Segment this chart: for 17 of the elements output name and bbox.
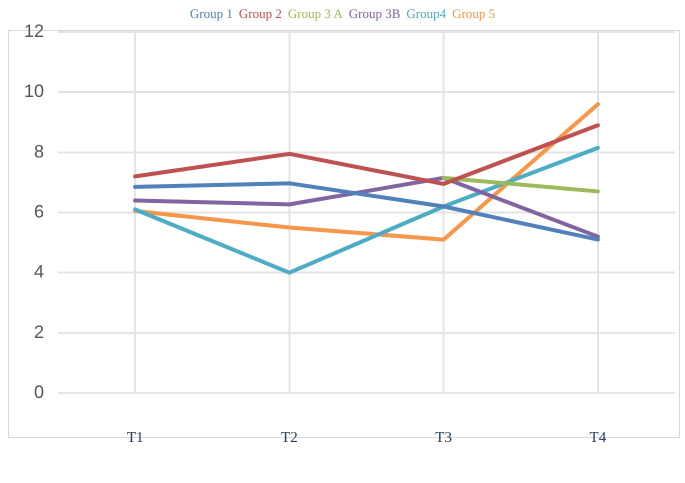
text: Group 5 — [452, 6, 496, 22]
y-tick-label: 4 — [34, 262, 44, 282]
y-tick-label: 10 — [24, 81, 44, 102]
y-tick-label: 2 — [34, 322, 44, 342]
y-tick-label: 8 — [34, 141, 44, 162]
text: Group 2 — [238, 6, 282, 22]
x-tick-label: T4 — [590, 430, 607, 446]
x-tick-label: T1 — [126, 430, 144, 446]
x-tick-label: T3 — [435, 430, 452, 446]
text: Group 3B — [348, 6, 400, 22]
y-tick-label: 12 — [24, 20, 44, 41]
y-tick-label: 6 — [34, 201, 44, 222]
y-tick-label: 0 — [34, 382, 44, 402]
text: Group 1 — [190, 6, 233, 22]
text: Group4 — [406, 6, 446, 22]
text: Group 3 A — [288, 6, 343, 22]
x-tick-label: T2 — [281, 430, 298, 446]
